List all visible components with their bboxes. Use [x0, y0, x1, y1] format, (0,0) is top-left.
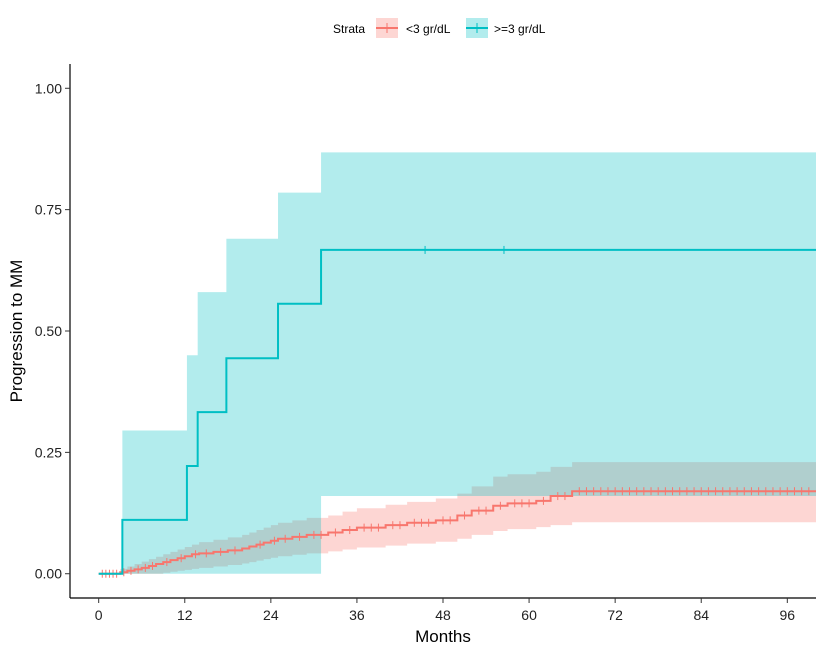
legend: Strata <3 gr/dL >=3 gr/dL — [333, 18, 546, 38]
confidence-band-ge3 — [98, 152, 816, 574]
x-tick-label: 96 — [780, 607, 796, 623]
x-tick-label: 0 — [95, 607, 103, 623]
legend-label-lt3: <3 gr/dL — [406, 22, 451, 36]
x-tick-label: 48 — [435, 607, 451, 623]
legend-entries: <3 gr/dL >=3 gr/dL — [376, 18, 546, 38]
x-tick-label: 36 — [349, 607, 365, 623]
plot-area — [98, 152, 816, 578]
x-tick-label: 72 — [607, 607, 623, 623]
x-tick-label: 60 — [521, 607, 537, 623]
y-tick-label: 0.50 — [35, 323, 62, 339]
y-tick-label: 0.75 — [35, 202, 62, 218]
legend-label-ge3: >=3 gr/dL — [494, 22, 546, 36]
x-tick-label: 24 — [263, 607, 279, 623]
survival-line-ge3 — [98, 248, 816, 575]
y-tick-label: 0.00 — [35, 566, 62, 582]
y-tick-label: 0.25 — [35, 444, 62, 460]
survival-line-lt3 — [98, 490, 816, 575]
y-axis-title: Progression to MM — [7, 260, 26, 403]
axes: 0 12 24 36 48 60 72 84 96 0.00 0.25 0.50 0.75 1.00 — [35, 64, 816, 623]
x-axis-title: Months — [415, 627, 471, 646]
x-tick-label: 12 — [177, 607, 193, 623]
y-tick-label: 1.00 — [35, 80, 62, 96]
legend-title: Strata — [333, 22, 365, 36]
x-tick-label: 84 — [693, 607, 709, 623]
